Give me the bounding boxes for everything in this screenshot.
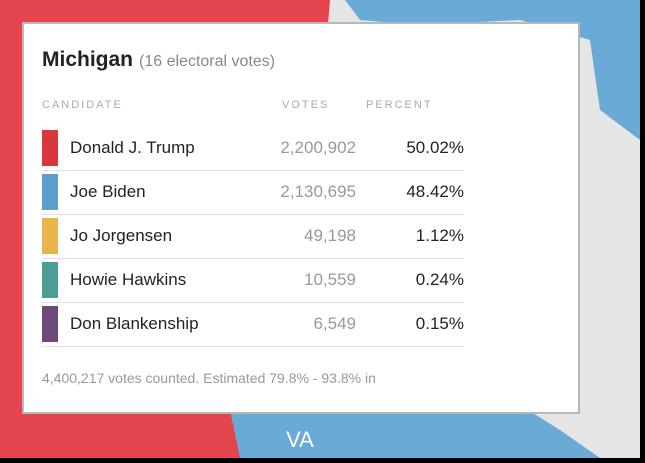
vote-count: 2,130,695	[280, 182, 356, 201]
footer: 4,400,217 votes counted. Estimated 79.8%…	[42, 370, 376, 386]
color-swatch	[42, 130, 58, 166]
result-row: Howie Hawkins 10,559 0.24%	[42, 258, 464, 303]
vote-count: 2,200,902	[280, 138, 356, 157]
state-name: Michigan	[42, 48, 134, 71]
result-row: Joe Biden 2,130,695 48.42%	[42, 170, 464, 215]
state-label: VA	[286, 427, 314, 452]
vote-count: 49,198	[304, 226, 356, 245]
column-header: VOTES	[282, 99, 330, 111]
result-row: Don Blankenship 6,549 0.15%	[42, 302, 464, 347]
vote-percent: 50.02%	[406, 138, 464, 157]
color-swatch	[42, 306, 58, 342]
vote-percent: 1.12%	[415, 226, 464, 245]
vote-percent: 48.42%	[406, 182, 464, 201]
tooltip: Michigan (16 electoral votes) CANDIDATE V…	[22, 22, 580, 414]
vote-count: 10,559	[304, 270, 356, 289]
electoral-votes: (16 electoral votes)	[139, 53, 276, 70]
title: Michigan (16 electoral votes)	[42, 48, 275, 72]
candidate-name: Don Blankenship	[70, 314, 199, 333]
candidate-name: Jo Jorgensen	[70, 226, 173, 245]
vote-percent: 0.15%	[415, 314, 464, 333]
result-row: Donald J. Trump 2,200,902 50.02%	[42, 126, 464, 171]
column-header: PERCENT	[366, 99, 433, 111]
result-row: Jo Jorgensen 49,198 1.12%	[42, 214, 464, 259]
column-header: CANDIDATE	[42, 99, 123, 111]
color-swatch	[42, 262, 58, 298]
candidate-name: Howie Hawkins	[70, 270, 187, 289]
color-swatch	[42, 218, 58, 254]
vote-count: 6,549	[313, 314, 356, 333]
color-swatch	[42, 174, 58, 210]
candidate-name: Donald J. Trump	[70, 138, 195, 157]
vote-percent: 0.24%	[415, 270, 464, 289]
blue-region	[345, 0, 640, 140]
candidate-name: Joe Biden	[70, 182, 146, 201]
